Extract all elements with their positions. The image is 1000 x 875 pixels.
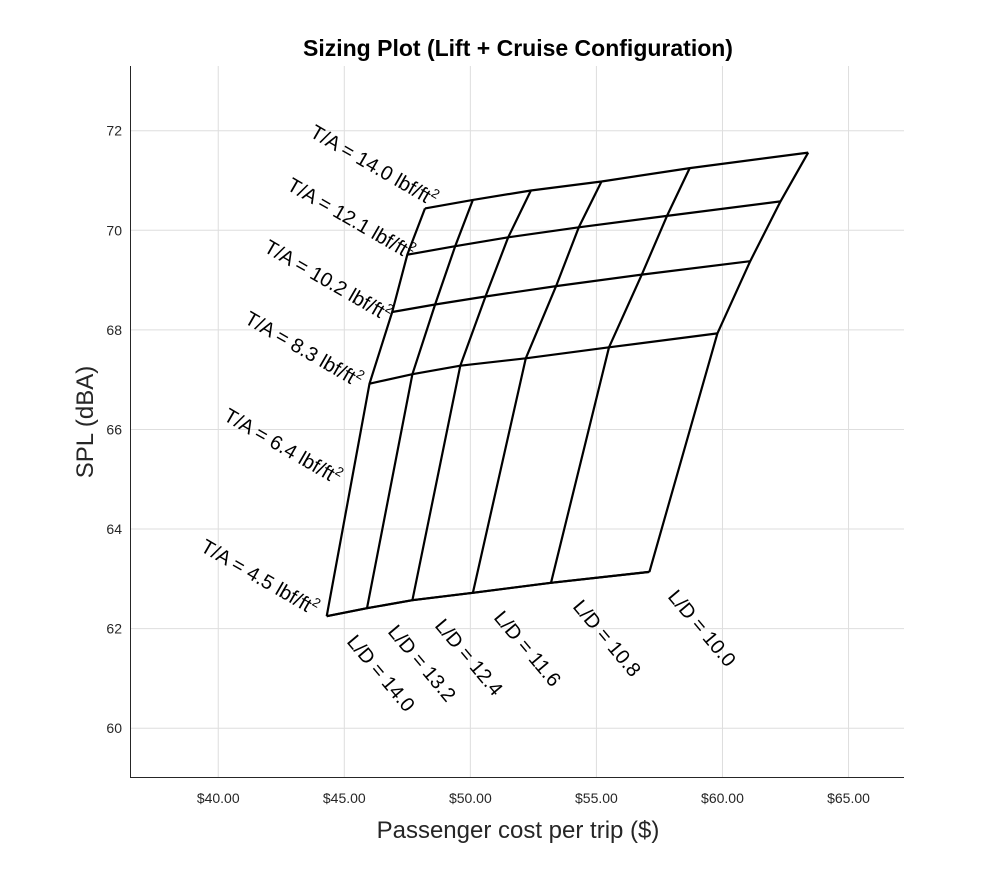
x-tick-labels: $40.00 $45.00 $50.00 $55.00 $60.00 $65.00 [197, 790, 870, 806]
ta-labels: T/A = 4.5 lbf/ft2 T/A = 6.4 lbf/ft2 T/A = … [197, 118, 443, 621]
chart-title: Sizing Plot (Lift + Cruise Configuration… [303, 35, 733, 61]
ta-row-line [326, 570, 650, 618]
x-tick-label: $55.00 [575, 790, 618, 806]
ta-row-line [326, 570, 650, 618]
y-tick-label: 66 [106, 421, 122, 437]
ta-row-line [424, 151, 809, 210]
ld-column-line [648, 152, 810, 573]
ld-column-line [411, 190, 532, 601]
ta-label-superscript: 2 [310, 594, 324, 611]
ta-label: T/A = 8.3 lbf/ft2 [241, 304, 368, 392]
ta-label-superscript: 2 [354, 366, 368, 383]
y-tick-label: 64 [106, 521, 122, 537]
x-tick-label: $45.00 [323, 790, 366, 806]
y-axis-label: SPL (dBA) [72, 366, 99, 479]
ta-label: T/A = 4.5 lbf/ft2 [197, 532, 324, 620]
ta-label-superscript: 2 [383, 300, 397, 317]
ta-label-superscript: 2 [429, 185, 443, 202]
design-mesh [325, 151, 810, 618]
x-tick-label: $50.00 [449, 790, 492, 806]
x-axis-label: Passenger cost per trip ($) [377, 817, 660, 844]
ld-column-line [549, 167, 691, 584]
x-tick-label: $40.00 [197, 790, 240, 806]
ta-row-line [407, 200, 781, 256]
y-tick-label: 70 [106, 222, 122, 238]
axes [130, 66, 904, 778]
ta-row-line [369, 332, 718, 385]
ld-column-line [325, 208, 427, 617]
ta-row-line [392, 260, 751, 314]
y-tick-label: 68 [106, 322, 122, 338]
ld-label: L/D = 10.8 [568, 596, 645, 681]
ld-labels: L/D = 14.0L/D = 13.2L/D = 12.4L/D = 11.6… [342, 586, 740, 716]
x-tick-label: $60.00 [701, 790, 744, 806]
y-tick-label: 60 [106, 720, 122, 736]
grid [130, 66, 904, 778]
ta-label: T/A = 6.4 lbf/ft2 [220, 401, 347, 489]
ld-column-line [365, 199, 474, 609]
x-tick-label: $65.00 [827, 790, 870, 806]
y-tick-label: 62 [106, 621, 122, 637]
ld-column-line [471, 181, 603, 594]
y-tick-labels: 60 62 64 66 68 70 72 [106, 123, 122, 736]
y-tick-label: 72 [106, 123, 122, 139]
